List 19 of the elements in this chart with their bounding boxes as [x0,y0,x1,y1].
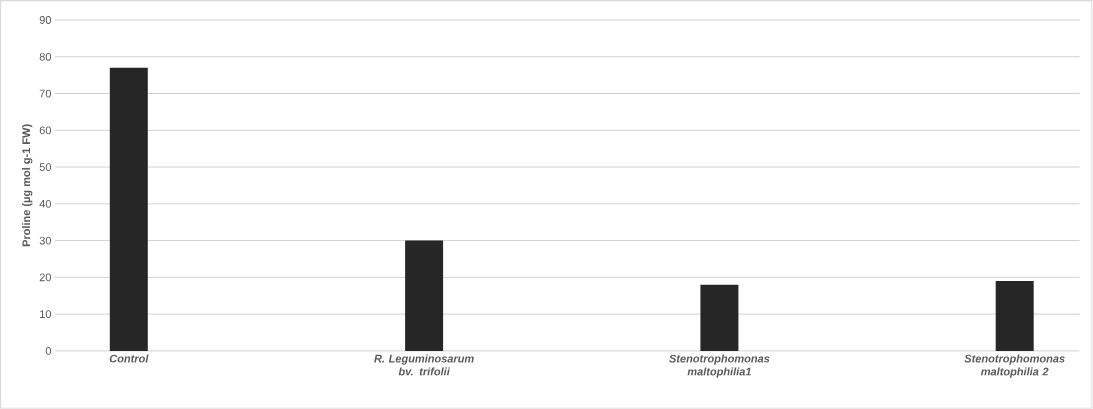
y-tick-label: 50 [39,163,52,172]
y-tick-label: 40 [39,200,52,208]
y-tick-label: 30 [39,236,52,245]
bar [405,240,444,351]
x-tick-label: Control [109,354,149,363]
bar [995,281,1034,351]
y-tick-label: 10 [40,310,52,319]
y-tick-label: 80 [39,52,52,61]
y-tick-label: 20 [39,273,52,282]
x-tick-label: Stenotrophomonas maltophilia1 [669,354,770,378]
x-tick-label: R. Leguminosarum bv. trifolii [374,354,474,376]
bar [109,67,148,351]
x-tick-label: Stenotrophomonas maltophilia 2 [964,354,1065,378]
y-tick-label: 60 [39,126,52,135]
y-tick-label: 0 [45,347,52,355]
y-tick-label: 90 [39,16,52,24]
y-axis-title: Proline (µg mol g-1 FW) [22,124,33,247]
bar [700,284,739,351]
y-tick-label: 70 [39,89,52,98]
